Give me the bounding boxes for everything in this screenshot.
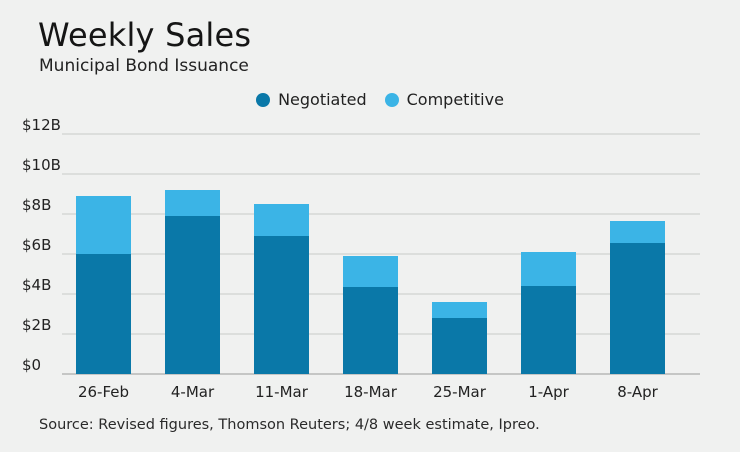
x-tick-label: 1-Apr	[528, 383, 569, 401]
chart-subtitle: Municipal Bond Issuance	[39, 56, 249, 76]
y-tick-label: $0	[22, 356, 41, 374]
bar-competitive-18-mar	[343, 256, 398, 287]
bar-negotiated-11-mar	[254, 236, 309, 374]
y-tick-label: $6B	[22, 236, 51, 254]
x-tick-label: 4-Mar	[171, 383, 215, 401]
bar-negotiated-1-apr	[521, 286, 576, 374]
x-tick-label: 18-Mar	[344, 383, 398, 401]
bar-competitive-26-feb	[76, 196, 131, 254]
source-note: Source: Revised figures, Thomson Reuters…	[39, 417, 540, 433]
chart-title: Weekly Sales	[38, 16, 252, 54]
bar-negotiated-18-mar	[343, 287, 398, 374]
y-tick-label: $10B	[22, 156, 61, 174]
bar-negotiated-8-apr	[610, 243, 665, 374]
legend-item-competitive: Competitive	[384, 90, 504, 109]
legend: Negotiated Competitive	[0, 90, 740, 109]
bar-competitive-25-mar	[432, 302, 487, 318]
bar-competitive-1-apr	[521, 252, 576, 286]
legend-swatch-negotiated	[256, 92, 271, 107]
bar-competitive-11-mar	[254, 204, 309, 236]
x-tick-label: 11-Mar	[255, 383, 309, 401]
x-tick-label: 26-Feb	[78, 383, 129, 401]
legend-label-competitive: Competitive	[406, 90, 504, 109]
y-tick-label: $2B	[22, 316, 51, 334]
legend-swatch-competitive	[384, 92, 399, 107]
x-tick-label: 25-Mar	[433, 383, 487, 401]
bar-competitive-4-mar	[165, 190, 220, 216]
bar-negotiated-25-mar	[432, 318, 487, 374]
legend-item-negotiated: Negotiated	[256, 90, 367, 109]
y-tick-label: $8B	[22, 196, 51, 214]
bar-negotiated-26-feb	[76, 254, 131, 374]
legend-label-negotiated: Negotiated	[278, 90, 367, 109]
x-tick-label: 8-Apr	[617, 383, 658, 401]
y-tick-label: $12B	[22, 116, 61, 134]
y-tick-label: $4B	[22, 276, 51, 294]
bar-competitive-8-apr	[610, 221, 665, 243]
bar-negotiated-4-mar	[165, 216, 220, 374]
